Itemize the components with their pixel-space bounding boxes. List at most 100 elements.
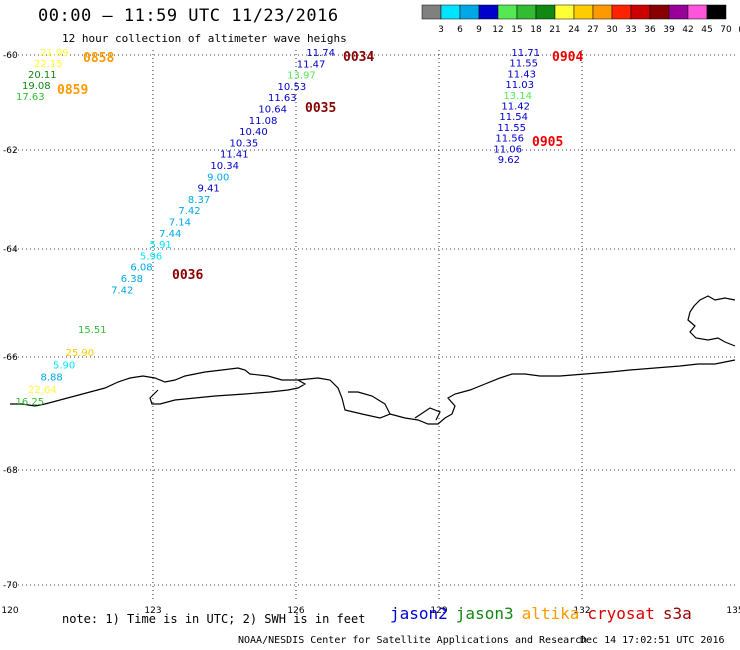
swh-value: 6.08	[130, 263, 152, 274]
swh-value: 13.97	[287, 71, 316, 82]
swh-value: 7.14	[169, 218, 191, 229]
swh-value: 10.53	[278, 82, 307, 93]
scale-label: 36	[644, 25, 656, 35]
swh-value: 5.96	[140, 251, 162, 262]
legend-item-s3a: s3a	[662, 604, 692, 623]
scale-label: 18	[530, 25, 542, 35]
swh-value: 15.51	[78, 325, 107, 336]
coastline	[10, 359, 736, 425]
lat-label: -62	[3, 146, 18, 156]
time-label: 0035	[305, 101, 336, 116]
swh-value: 10.34	[210, 161, 239, 172]
satellite-legend: jason2 jason3 altika cryosat s3a	[390, 604, 700, 623]
time-labels: 0858 0859 0034 0035 0036 0904 0905	[57, 50, 583, 283]
lon-label: 126	[287, 606, 304, 616]
time-label: 0905	[532, 135, 563, 150]
coastline-east	[687, 295, 736, 347]
swh-value: 11.55	[509, 59, 538, 70]
scale-label: 42	[682, 25, 693, 35]
lat-label: -68	[3, 466, 18, 476]
lat-label: -60	[3, 51, 18, 61]
swh-value: 9.41	[198, 184, 220, 195]
swh-value: 11.56	[495, 134, 524, 145]
swh-value: 10.64	[258, 105, 287, 116]
swh-value: 11.54	[499, 112, 528, 123]
swh-value: 21.99	[40, 48, 69, 59]
legend-item-cryosat: cryosat	[587, 604, 655, 623]
swh-value: 7.44	[159, 229, 181, 240]
footnote: note: 1) Time is in UTC; 2) SWH is in fe…	[62, 612, 366, 626]
swh-value: 11.43	[507, 69, 536, 80]
legend-item-jason3: jason3	[455, 604, 514, 623]
swh-value: 10.40	[239, 127, 268, 138]
scale-label: 39	[663, 25, 675, 35]
swh-value: 6.38	[121, 274, 143, 285]
scale-label: 27	[587, 25, 598, 35]
swh-value: 11.42	[501, 102, 530, 113]
generated-timestamp: Dec 14 17:02:51 UTC 2016	[580, 635, 725, 646]
swh-value: 22.64	[28, 385, 57, 396]
lon-label: 129	[430, 606, 447, 616]
swh-value: 25.90	[66, 348, 95, 359]
swh-value: 5.90	[53, 360, 75, 371]
legend-item-jason2: jason2	[390, 604, 448, 623]
scale-label: 12	[492, 25, 503, 35]
time-label: 0859	[57, 83, 88, 98]
legend-item-altika: altika	[521, 604, 580, 623]
lon-label: 132	[573, 606, 590, 616]
time-label: 0034	[343, 50, 374, 65]
lon-label: 135	[726, 606, 740, 616]
swh-value: 17.63	[16, 92, 45, 103]
swh-value: 22.15	[34, 59, 63, 70]
scale-label: 33	[625, 25, 636, 35]
swh-value: 11.03	[505, 80, 534, 91]
scale-label: 15	[511, 25, 522, 35]
swh-value: 8.37	[188, 195, 210, 206]
swh-value: 16.25	[16, 397, 45, 408]
swh-value: 11.08	[249, 116, 278, 127]
scale-label: (ft)	[738, 25, 740, 35]
scale-label: 70	[720, 25, 732, 35]
scale-label: 24	[568, 25, 580, 35]
time-label: 0858	[83, 51, 114, 66]
scale-label: 9	[476, 25, 482, 35]
scale-label: 30	[606, 25, 618, 35]
swh-value: 10.35	[230, 138, 259, 149]
swh-value: 11.74	[306, 48, 335, 59]
scale-label: 45	[701, 25, 712, 35]
map-title: 00:00 – 11:59 UTC 11/23/2016	[38, 6, 339, 26]
swh-value: 11.63	[268, 93, 297, 104]
lat-label: -64	[3, 245, 18, 255]
lat-label: -70	[3, 581, 18, 591]
swh-value: 11.06	[493, 144, 522, 155]
swh-value: 5.91	[150, 240, 172, 251]
swh-value: 11.47	[297, 59, 326, 70]
grid-lines	[10, 50, 735, 600]
lon-label: 120	[1, 606, 18, 616]
time-label: 0904	[552, 50, 583, 65]
swh-value: 8.88	[41, 373, 63, 384]
swh-value: 9.62	[498, 155, 520, 166]
swh-value: 9.00	[207, 172, 229, 183]
scale-label: 21	[549, 25, 560, 35]
swh-value: 7.42	[111, 285, 133, 296]
scale-label: 3	[438, 25, 444, 35]
credit-line: NOAA/NESDIS Center for Satellite Applica…	[238, 635, 588, 646]
swh-value: 7.42	[178, 206, 200, 217]
swh-value: 19.08	[22, 81, 51, 92]
swh-value: 11.55	[497, 123, 526, 134]
time-label: 0036	[172, 268, 203, 283]
scale-label: 6	[457, 25, 463, 35]
lat-label: -66	[3, 353, 18, 363]
lon-label: 123	[144, 606, 161, 616]
swh-value: 20.11	[28, 70, 57, 81]
map-subtitle: 12 hour collection of altimeter wave hei…	[62, 32, 347, 45]
swh-value: 11.71	[511, 48, 540, 59]
axis-labels: 120 123 126 129 132 135 -60 -62 -64 -66 -68 -70	[1, 51, 740, 616]
swh-value: 13.14	[503, 91, 532, 102]
scale-swatch	[706, 4, 727, 20]
swh-value: 11.41	[220, 150, 249, 161]
